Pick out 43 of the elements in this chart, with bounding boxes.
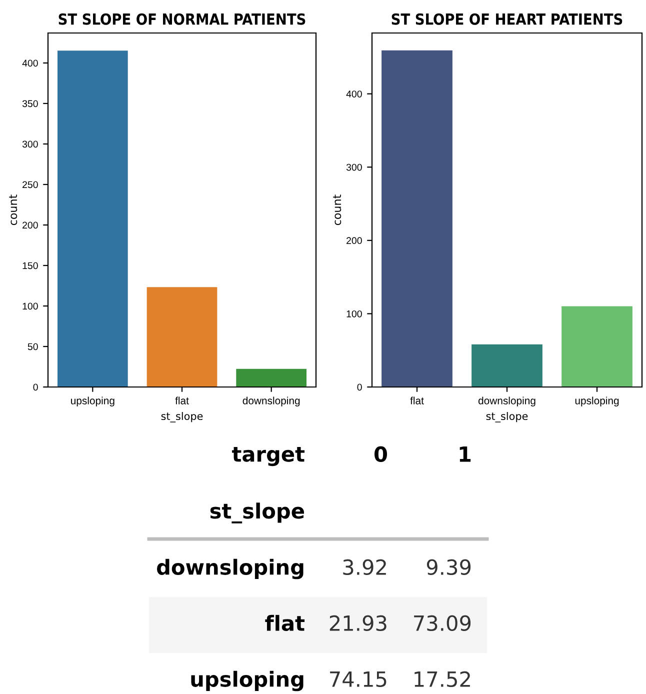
- data-label: 9.39: [426, 559, 471, 576]
- y-tick-label: 50: [28, 343, 38, 350]
- y-tick-label: 200: [346, 237, 362, 244]
- x-axis-title: st_slope: [486, 412, 528, 422]
- y-tick-label: downsloping: [156, 558, 304, 580]
- y-tick-label: 400: [22, 60, 38, 67]
- x-tick-label: downsloping: [478, 396, 536, 406]
- data-label: 3.92: [343, 559, 386, 576]
- bar: [560, 305, 634, 387]
- x-tick-label: upsloping: [71, 396, 114, 406]
- y-tick-label: 350: [22, 100, 38, 108]
- data-label: 74.15: [330, 672, 386, 688]
- y-axis-title: count: [9, 194, 18, 226]
- y-tick-label: 200: [22, 222, 38, 229]
- x-tick-label: flat: [410, 396, 424, 404]
- chart-title: ST SLOPE OF NORMAL PATIENTS: [58, 13, 306, 25]
- bar: [146, 286, 218, 387]
- y-axis-title: count: [333, 194, 342, 226]
- data-label: 21.93: [330, 615, 386, 632]
- y-tick-label: flat: [265, 614, 305, 632]
- y-tick-label: 250: [22, 181, 38, 188]
- bar: [380, 49, 454, 387]
- x-tick-label: flat: [175, 396, 189, 404]
- data-label: 17.52: [414, 671, 470, 688]
- chart-title: ST SLOPE OF HEART PATIENTS: [392, 13, 622, 25]
- y-tick-label: 100: [346, 310, 362, 318]
- bar: [235, 368, 308, 387]
- y-tick-label: 0: [357, 384, 362, 391]
- y-axis-title: st_slope: [210, 502, 304, 524]
- y-tick-label: 0: [33, 384, 38, 391]
- y-tick-label: 400: [346, 90, 362, 98]
- y-tick-label: upsloping: [191, 670, 304, 692]
- y-tick-label: 300: [346, 164, 362, 171]
- y-tick-label: 150: [22, 262, 38, 270]
- bar: [56, 49, 129, 387]
- data-label: 73.09: [414, 615, 471, 632]
- y-tick-label: 300: [22, 140, 38, 148]
- y-tick-label: 100: [22, 302, 38, 310]
- x-tick-label: 1: [460, 446, 471, 462]
- x-axis-title: st_slope: [161, 412, 203, 422]
- x-tick-label: upsloping: [575, 396, 619, 406]
- x-axis-title: target: [232, 446, 305, 466]
- bar: [470, 343, 544, 387]
